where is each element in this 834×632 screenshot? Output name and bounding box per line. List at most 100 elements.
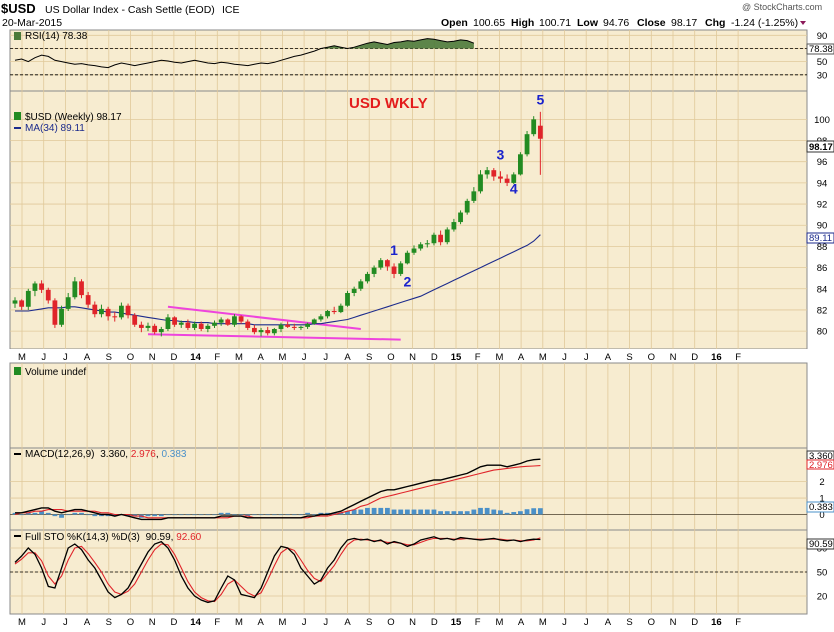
candle-body — [225, 319, 231, 325]
candle-body — [52, 300, 58, 325]
candle-body — [398, 263, 404, 274]
close-value: 98.17 — [671, 17, 697, 29]
macd-histogram-bar — [145, 514, 151, 517]
candle-body — [285, 324, 291, 327]
wave-label: 4 — [510, 180, 518, 196]
x-tick-label: N — [670, 352, 677, 363]
symbol-label: $USD — [1, 1, 36, 16]
candle-body — [265, 330, 271, 334]
macd-histogram-bar — [411, 509, 417, 515]
macd-histogram-bar — [152, 514, 158, 517]
rsi-panel — [9, 29, 808, 92]
candle-body — [19, 300, 25, 307]
macd-histogram-bar — [331, 512, 337, 515]
macd-histogram-bar — [25, 512, 31, 515]
x-axis: M M J J J J A A S S O O N N D D 14 14 F F M M A A M M J J J J A A S S O O N N… — [18, 352, 741, 628]
macd-histogram-bar — [72, 512, 78, 515]
candle-body — [438, 234, 443, 243]
x-tick-label: F — [214, 352, 220, 363]
macd-histogram-bar — [79, 512, 84, 515]
ma-legend: MA(34) 89.11 — [25, 123, 85, 134]
x-tick-label: 16 — [711, 352, 722, 363]
macd-histogram-bar — [185, 514, 191, 516]
candle-body — [391, 266, 397, 274]
rsi-y-tick: 50 — [817, 57, 828, 68]
candle-body — [537, 125, 543, 139]
ohlc-readout: Open 100.65 High 100.71 Low 94.76 Close … — [441, 17, 806, 29]
macd-histogram-bar — [52, 514, 58, 517]
macd-histogram-bar — [252, 514, 257, 516]
x-tick-label: O — [648, 352, 655, 363]
wave-label: 5 — [536, 92, 544, 108]
sto-legend-sep: , — [171, 532, 177, 543]
candle-body — [72, 281, 78, 298]
macd-histogram-bar — [85, 514, 91, 516]
x-tick-label: A — [605, 617, 612, 628]
candle-body — [158, 329, 164, 333]
macd-histogram-bar — [271, 514, 277, 516]
x-tick-label: M — [539, 352, 547, 363]
y-axis: 9070503080828486889092949698100210805020 — [814, 31, 830, 603]
macd-histogram-bar — [378, 507, 384, 515]
candle-body — [378, 260, 384, 268]
price-y-tick: 96 — [817, 157, 828, 168]
x-tick-label: D — [170, 352, 177, 363]
candle-body — [232, 316, 237, 325]
macd-plot — [10, 458, 807, 521]
candle-body — [371, 267, 377, 274]
macd-histogram-bar — [398, 509, 404, 515]
candle-body — [25, 290, 31, 307]
chg-label: Chg — [705, 17, 725, 29]
candle-body — [365, 273, 370, 282]
macd-histogram-bar — [431, 509, 437, 515]
candle-body — [39, 283, 44, 290]
macd-histogram-bar — [305, 512, 310, 515]
candle-body — [491, 170, 497, 177]
macd-histogram-bar — [464, 511, 470, 515]
x-tick-label: O — [387, 352, 394, 363]
hist-legend-value: 0.383 — [161, 449, 186, 460]
x-tick-label: F — [735, 617, 741, 628]
macd-histogram-bar — [132, 514, 138, 517]
candle-body — [471, 191, 477, 201]
macd-histogram-bar — [125, 514, 131, 517]
macd-legend: MACD(12,26,9) 3.360, 2.976, 0.383 — [25, 449, 187, 460]
macd-histogram-bar — [365, 507, 370, 515]
x-tick-label: M — [495, 352, 503, 363]
candle-body — [404, 252, 410, 264]
x-tick-label: A — [84, 352, 91, 363]
macd-histogram-bar — [285, 514, 291, 516]
signal-value-tag: 2.976 — [809, 460, 833, 471]
macd-histogram-bar — [498, 510, 503, 515]
x-tick-label: J — [63, 617, 68, 628]
x-tick-label: D — [691, 352, 698, 363]
candle-body — [198, 323, 204, 329]
x-tick-label: M — [278, 352, 286, 363]
x-tick-label: D — [170, 617, 177, 628]
x-tick-label: A — [344, 617, 351, 628]
x-tick-label: J — [323, 352, 328, 363]
candle-body — [165, 317, 171, 329]
price-y-tick: 88 — [817, 242, 828, 253]
macd-histogram-bar — [39, 511, 44, 515]
macd-y-tick: 2 — [819, 477, 824, 488]
macd-histogram-bar — [205, 514, 211, 516]
sto-legend-swatch — [14, 535, 21, 537]
price-y-tick: 100 — [814, 115, 830, 126]
macd-histogram-bar — [311, 514, 317, 516]
macd-histogram-bar — [112, 514, 118, 517]
rsi-y-tick: 90 — [817, 31, 828, 42]
volume-legend: Volume undef — [25, 367, 86, 378]
candle-body — [331, 311, 337, 313]
macd-histogram-bar — [424, 509, 430, 515]
macd-histogram-bar — [451, 511, 457, 515]
candle-body — [498, 176, 503, 179]
low-label: Low — [577, 17, 599, 29]
candle-body — [205, 325, 211, 329]
sto-y-tick: 50 — [817, 568, 828, 579]
candle-body — [245, 321, 251, 328]
x-tick-label: A — [518, 617, 525, 628]
candle-body — [478, 174, 483, 192]
x-tick-label: D — [691, 617, 698, 628]
macd-panel — [9, 447, 808, 531]
